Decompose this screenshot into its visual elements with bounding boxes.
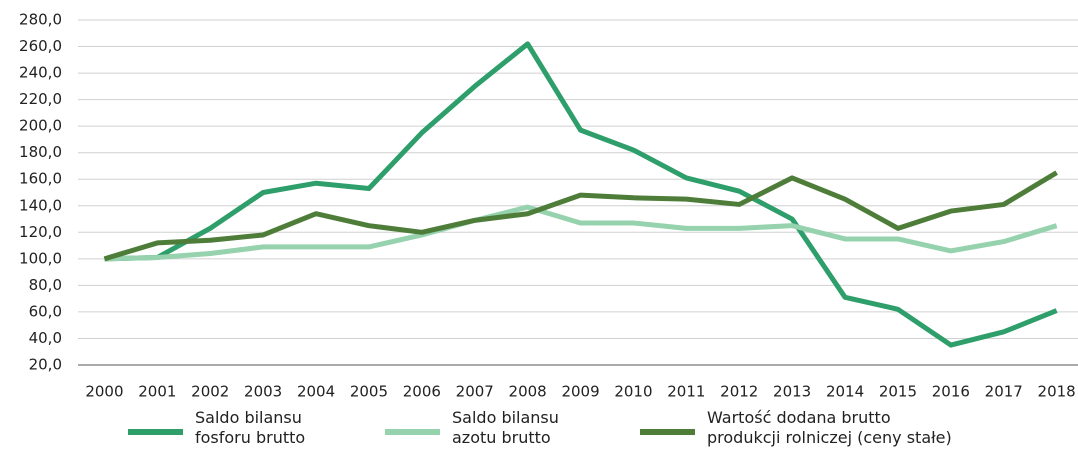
x-tick-label: 2016 bbox=[932, 383, 970, 401]
y-tick-label: 20,0 bbox=[29, 356, 62, 374]
x-tick-label: 2010 bbox=[614, 383, 652, 401]
y-tick-label: 40,0 bbox=[29, 329, 62, 347]
y-tick-label: 140,0 bbox=[19, 196, 62, 214]
x-tick-label: 2007 bbox=[456, 383, 494, 401]
y-tick-label: 120,0 bbox=[19, 223, 62, 241]
x-tick-label: 2017 bbox=[985, 383, 1023, 401]
chart: 20,0 40,0 60,0 80,0 100,0 120,0 140,0 160,0 180,… bbox=[19, 11, 1078, 401]
x-tick-label: 2001 bbox=[138, 383, 176, 401]
y-tick-label: 80,0 bbox=[29, 276, 62, 294]
y-tick-label: 200,0 bbox=[19, 117, 62, 135]
y-tick-label: 260,0 bbox=[19, 37, 62, 55]
x-tick-label: 2003 bbox=[244, 383, 282, 401]
x-tick-label: 2006 bbox=[403, 383, 441, 401]
legend-label: Saldo bilansu azotu brutto bbox=[452, 408, 559, 447]
y-tick-label: 180,0 bbox=[19, 143, 62, 161]
x-tick-label: 2012 bbox=[720, 383, 758, 401]
y-tick-label: 220,0 bbox=[19, 90, 62, 108]
x-tick-label: 2000 bbox=[85, 383, 123, 401]
x-tick-label: 2018 bbox=[1038, 383, 1076, 401]
legend-label: Saldo bilansu fosforu brutto bbox=[195, 408, 306, 447]
legend-swatch bbox=[640, 429, 695, 435]
y-tick-label: 100,0 bbox=[19, 249, 62, 267]
y-tick-label: 60,0 bbox=[29, 302, 62, 320]
x-tick-label: 2014 bbox=[826, 383, 864, 401]
legend-swatch bbox=[385, 429, 440, 435]
x-tick-label: 2005 bbox=[350, 383, 388, 401]
series-line bbox=[103, 170, 1058, 262]
x-tick-label: 2013 bbox=[773, 383, 811, 401]
x-tick-label: 2008 bbox=[509, 383, 547, 401]
x-tick-label: 2002 bbox=[191, 383, 229, 401]
series-line bbox=[104, 204, 1058, 262]
legend-swatch bbox=[128, 429, 183, 435]
x-tick-label: 2015 bbox=[879, 383, 917, 401]
y-tick-label: 160,0 bbox=[19, 170, 62, 188]
y-tick-label: 240,0 bbox=[19, 64, 62, 82]
x-tick-label: 2009 bbox=[561, 383, 599, 401]
x-tick-label: 2004 bbox=[297, 383, 335, 401]
legend-label: Wartość dodana brutto produkcji rolnicze… bbox=[707, 408, 952, 447]
series-line bbox=[104, 41, 1058, 348]
y-tick-label: 280,0 bbox=[19, 11, 62, 29]
x-tick-label: 2011 bbox=[667, 383, 705, 401]
